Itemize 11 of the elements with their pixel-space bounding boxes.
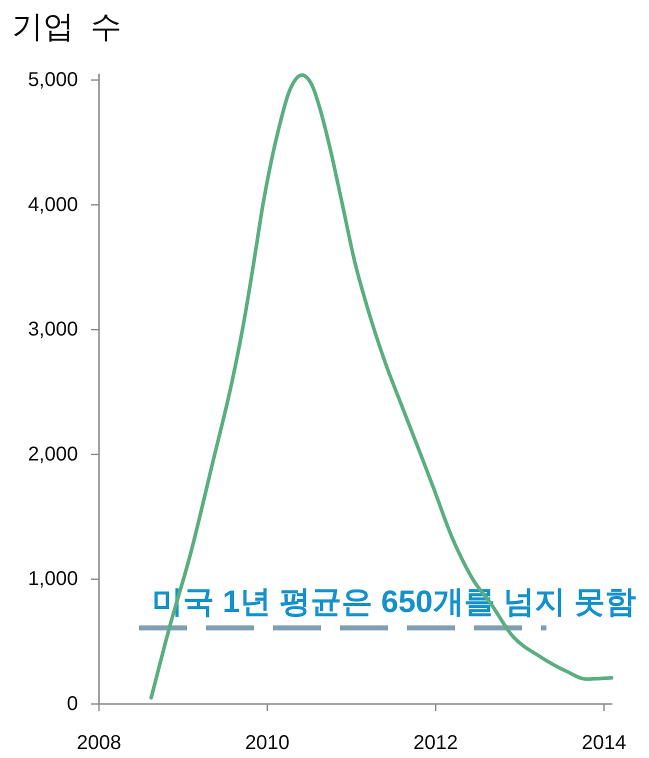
- y-tick-label: 1,000: [28, 568, 78, 590]
- y-axis-title: 기업 수: [12, 9, 122, 44]
- y-tick-label: 0: [66, 693, 78, 715]
- x-tick-label: 2008: [76, 732, 122, 754]
- x-tick-label: 2010: [245, 732, 290, 754]
- y-tick-label: 5,000: [28, 69, 78, 92]
- y-tick-label: 4,000: [28, 194, 78, 216]
- x-tick-label: 2014: [582, 732, 626, 754]
- y-tick-label: 2,000: [28, 443, 78, 466]
- x-tick-label: 2012: [413, 732, 458, 754]
- y-tick-label: 3,000: [28, 318, 78, 341]
